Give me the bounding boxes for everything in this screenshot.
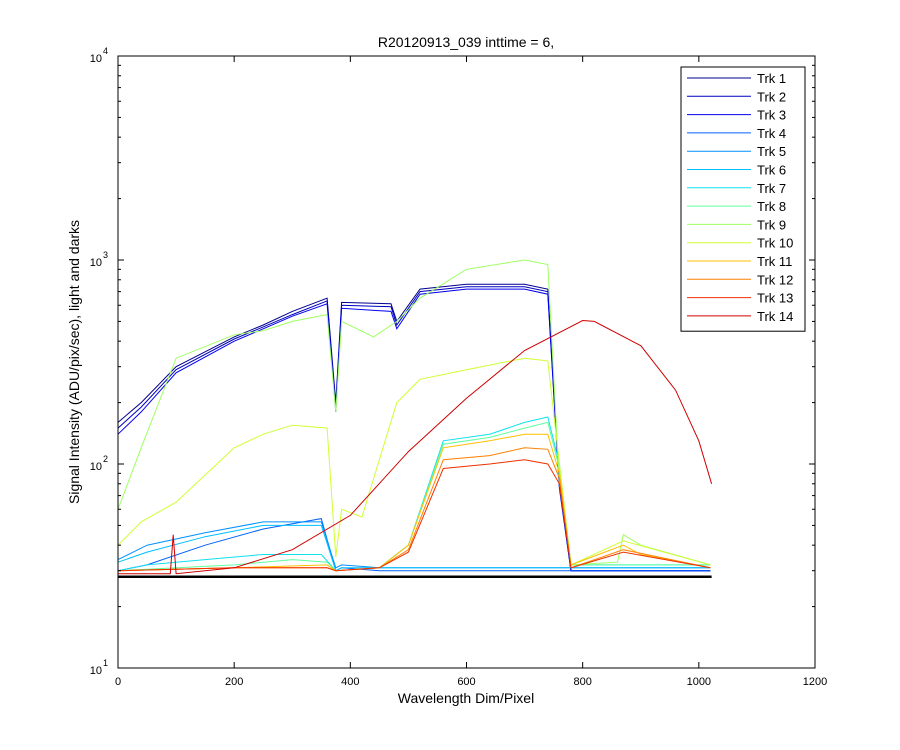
legend-label: Trk 8 [757,199,786,214]
legend-label: Trk 10 [757,236,793,251]
y-tick-label: 10 [90,665,102,677]
legend-label: Trk 7 [757,181,786,196]
x-tick-label: 0 [115,676,121,688]
series-layer [117,259,713,579]
y-tick-label: 10 [90,461,102,473]
series-line-trk-11 [117,433,711,572]
y-tick-label-exponent: 3 [103,250,108,260]
x-tick-label: 600 [457,676,475,688]
series-line-trk-10 [117,357,711,566]
x-tick-label: 200 [225,676,243,688]
legend-label: Trk 14 [757,309,793,324]
series-line-trk-4 [117,518,711,572]
chart-title: R20120913_039 inttime = 6, [378,34,554,50]
legend-label: Trk 13 [757,291,793,306]
legend-label: Trk 5 [757,144,786,159]
x-tick-label: 1000 [687,676,711,688]
legend-label: Trk 4 [757,126,786,141]
x-tick-label: 800 [573,676,591,688]
legend-label: Trk 1 [757,71,786,86]
series-line-trk-5 [117,521,711,569]
x-tick-label: 1200 [803,676,827,688]
legend-box [680,66,806,332]
y-tick-label-exponent: 4 [103,46,108,56]
legend-label: Trk 9 [757,217,786,232]
series-line-trk-13 [117,459,711,572]
series-line-trk-9 [117,259,711,566]
legend-label: Trk 11 [757,254,792,269]
y-tick-label-exponent: 2 [103,454,108,464]
legend: Trk 1 Trk 2 Trk 3 Trk 4 Trk 5 Trk 6 Trk 7 Trk 8… [680,66,806,332]
y-axis-label: Signal Intensity (ADU/pix/sec), light an… [66,220,82,504]
series-line-trk-6 [117,524,711,572]
x-axis-label: Wavelength Dim/Pixel [398,690,534,706]
series-line-trk-3 [117,288,711,572]
y-tick-label: 10 [90,53,102,65]
x-tick-label: 400 [341,676,359,688]
legend-label: Trk 2 [757,89,786,104]
legend-label: Trk 12 [757,272,793,287]
legend-label: Trk 3 [757,108,786,123]
series-line-trk-14 [118,319,713,575]
series-line-trk-8 [117,421,711,572]
x-axis: 0 200 400 600 800 1000 1200 [115,56,827,688]
legend-label: Trk 6 [757,163,786,178]
y-tick-label: 10 [90,257,102,269]
y-tick-label-exponent: 1 [103,658,108,668]
